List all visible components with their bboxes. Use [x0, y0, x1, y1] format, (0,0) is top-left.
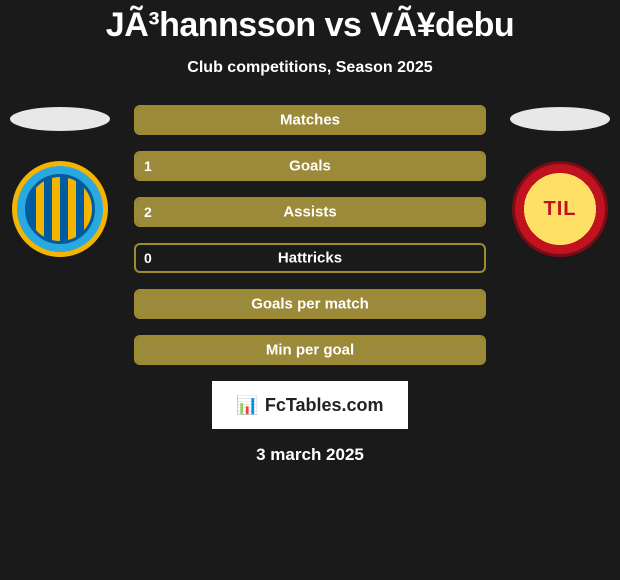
- branding-text: FcTables.com: [265, 395, 384, 416]
- page-title: JÃ³hannsson vs VÃ¥debu: [0, 0, 620, 45]
- club-badge-text: TIL: [544, 198, 577, 221]
- player-shadow: [510, 107, 610, 131]
- right-player-column: TIL: [500, 105, 620, 257]
- stat-label: Matches: [136, 112, 484, 129]
- right-club-badge-icon: TIL: [512, 161, 608, 257]
- stat-row: 1Goals: [134, 151, 486, 181]
- branding-box: 📊 FcTables.com: [212, 381, 408, 429]
- stat-label: Hattricks: [136, 250, 484, 267]
- compare-area: TIL Matches 1Goals 2Assists 0Hattricks Goals…: [0, 105, 620, 465]
- stat-row: Matches: [134, 105, 486, 135]
- branding-chart-icon: 📊: [236, 395, 258, 416]
- stat-row: Min per goal: [134, 335, 486, 365]
- left-player-column: [0, 105, 120, 257]
- stat-label: Min per goal: [136, 342, 484, 359]
- stat-row: 0Hattricks: [134, 243, 486, 273]
- stat-row: Goals per match: [134, 289, 486, 319]
- stat-label: Goals per match: [136, 296, 484, 313]
- date-label: 3 march 2025: [0, 445, 620, 465]
- stats-list: Matches 1Goals 2Assists 0Hattricks Goals per…: [134, 105, 486, 365]
- subtitle: Club competitions, Season 2025: [0, 59, 620, 77]
- player-shadow: [10, 107, 110, 131]
- stat-label: Assists: [136, 204, 484, 221]
- stat-row: 2Assists: [134, 197, 486, 227]
- stat-label: Goals: [136, 158, 484, 175]
- left-club-badge-icon: [12, 161, 108, 257]
